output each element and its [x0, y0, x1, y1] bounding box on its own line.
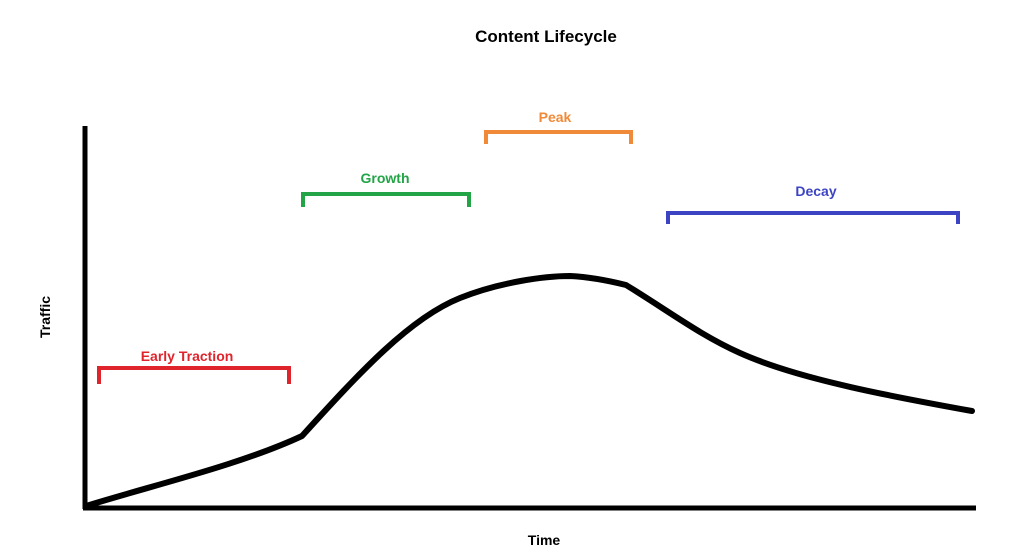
bracket-decay: [666, 211, 960, 224]
bracket-peak: [484, 130, 633, 144]
y-axis-label: Traffic: [37, 296, 53, 338]
x-axis-label: Time: [528, 532, 561, 548]
phase-peak: Peak: [484, 109, 633, 144]
bracket-early-traction: [97, 366, 291, 384]
phase-label-decay: Decay: [795, 183, 836, 199]
bracket-growth: [301, 192, 471, 207]
phase-label-peak: Peak: [539, 109, 572, 125]
traffic-curve: [83, 273, 975, 509]
phase-label-early-traction: Early Traction: [141, 348, 234, 364]
phase-label-growth: Growth: [361, 170, 410, 186]
diagram-title: Content Lifecycle: [475, 27, 617, 46]
phase-growth: Growth: [301, 170, 471, 207]
phase-early-traction: Early Traction: [97, 348, 291, 384]
phase-decay: Decay: [666, 183, 960, 224]
